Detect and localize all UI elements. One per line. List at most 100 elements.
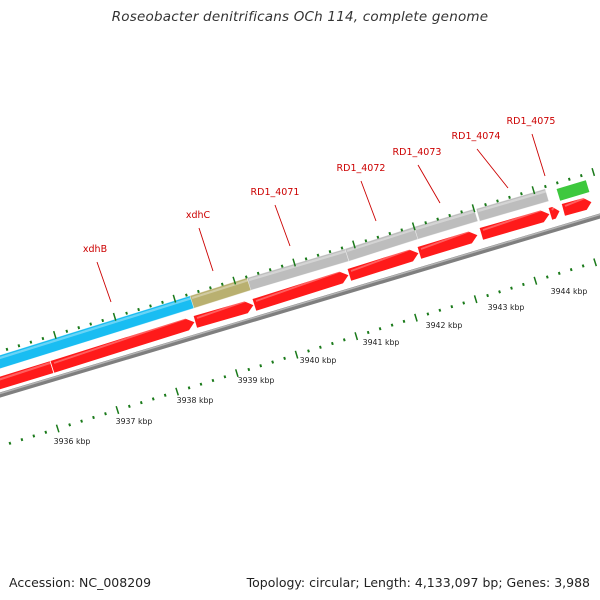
upper-tick-mark <box>280 264 284 268</box>
cds-arrow[interactable] <box>560 197 593 217</box>
cds-arrow-shine <box>564 197 586 207</box>
gene-block-RD1_4075[interactable] <box>555 179 591 202</box>
ruler-tick-mark <box>80 419 83 423</box>
ruler-tick-mark <box>20 438 24 442</box>
scale-label: 3942 kbp <box>426 321 463 330</box>
ruler-tick-mark <box>581 264 585 268</box>
cds-arrow-shine <box>551 206 555 211</box>
cds-arrow[interactable] <box>49 317 196 374</box>
upper-tick-mark <box>52 330 57 339</box>
gene-label-xdhC[interactable]: xdhC <box>186 210 211 221</box>
gene-label-RD1_4071[interactable]: RD1_4071 <box>251 187 300 198</box>
upper-tick-mark <box>112 312 117 321</box>
cds-arrow[interactable] <box>251 270 350 312</box>
ruler-tick-mark <box>259 364 263 368</box>
gene-label-RD1_4074[interactable]: RD1_4074 <box>452 131 501 142</box>
upper-tick-mark <box>149 304 152 308</box>
ruler-tick-mark <box>247 367 251 372</box>
ruler-tick-mark <box>354 332 359 341</box>
ruler-tick-mark <box>127 404 131 409</box>
upper-tick-mark <box>304 257 308 261</box>
ruler-tick-mark <box>68 423 72 427</box>
gene-label-RD1_4073[interactable]: RD1_4073 <box>393 147 442 158</box>
gene-block-RD1_4074[interactable] <box>475 188 550 222</box>
ruler-tick-mark <box>498 290 501 294</box>
ruler-tick-mark <box>366 330 370 335</box>
ruler-tick-mark <box>104 412 107 416</box>
upper-tick-mark <box>17 344 21 348</box>
upper-tick-mark <box>197 289 200 294</box>
upper-tick-mark <box>220 282 224 286</box>
upper-tick-mark <box>555 181 559 185</box>
upper-tick-mark <box>496 199 499 203</box>
upper-tick-mark <box>376 235 380 239</box>
upper-tick-mark <box>209 286 212 290</box>
upper-tick-mark <box>591 167 596 177</box>
upper-tick-mark <box>567 177 571 181</box>
scale-label: 3936 kbp <box>54 437 91 446</box>
genome-summary-text: Topology: circular; Length: 4,133,097 bp… <box>246 575 590 590</box>
ruler-tick-mark <box>390 323 394 327</box>
cds-arrow[interactable] <box>416 230 479 260</box>
scale-label: 3937 kbp <box>116 417 153 426</box>
scale-label: 3943 kbp <box>488 303 525 312</box>
ruler-tick-mark <box>92 415 95 420</box>
upper-tick-mark <box>448 213 452 218</box>
cds-arrow-shine <box>255 270 342 302</box>
upper-tick-mark <box>137 307 140 312</box>
ruler-tick-mark <box>163 393 167 397</box>
gene-label-leader <box>274 204 291 247</box>
genome-title: Roseobacter denitrificans OCh 114, compl… <box>111 9 489 25</box>
upper-tick-mark <box>101 318 105 323</box>
ruler-tick-mark <box>139 401 143 405</box>
ruler-tick-mark <box>32 434 36 438</box>
cds-arrow[interactable] <box>192 300 255 329</box>
gene-block-shine <box>477 189 548 213</box>
scale-label: 3940 kbp <box>300 356 337 365</box>
upper-tick-mark <box>484 202 487 207</box>
upper-tick-mark <box>292 258 297 267</box>
ruler-tick-mark <box>486 293 489 298</box>
gene-label-leader <box>96 261 112 303</box>
gene-label-RD1_4072[interactable]: RD1_4072 <box>337 163 386 174</box>
cds-arrow-shine <box>420 230 471 250</box>
upper-tick-mark <box>400 228 404 232</box>
cds-arrow-shine <box>350 248 412 272</box>
upper-tick-mark <box>424 221 428 225</box>
upper-tick-mark <box>579 174 583 178</box>
ruler-tick-mark <box>557 271 561 276</box>
gene-label-leader <box>417 164 441 204</box>
upper-tick-mark <box>232 276 237 285</box>
ruler-tick-mark <box>211 378 215 383</box>
gene-block-shine <box>415 209 477 231</box>
upper-tick-mark <box>364 239 368 243</box>
gene-label-RD1_4075[interactable]: RD1_4075 <box>507 116 556 127</box>
gene-label-xdhB[interactable]: xdhB <box>83 244 107 255</box>
accession-text: Accession: NC_008209 <box>9 575 152 590</box>
gene-block-shine <box>346 228 417 252</box>
ruler-tick-mark <box>426 312 430 316</box>
ruler-tick-mark <box>271 360 275 364</box>
cds-arrow[interactable] <box>346 248 420 282</box>
ruler-tick-mark <box>55 424 60 433</box>
gene-label-leader <box>360 180 377 222</box>
ruler-tick-mark <box>294 350 299 359</box>
ruler-tick-mark <box>199 382 203 386</box>
upper-tick-mark <box>5 347 9 351</box>
gene-label-leader <box>531 133 546 177</box>
ruler-tick-mark <box>319 345 322 349</box>
cds-arrow[interactable] <box>478 209 551 241</box>
ruler-tick-mark <box>234 369 239 378</box>
cds-arrow-shine <box>482 209 543 231</box>
ruler-tick-mark <box>331 341 334 346</box>
cds-arrow[interactable] <box>547 206 561 221</box>
ruler-tick-mark <box>593 258 598 267</box>
gene-label-leader <box>198 227 214 272</box>
gene-label-leader <box>476 148 509 189</box>
upper-tick-mark <box>316 253 320 257</box>
cds-arrow-shine <box>0 362 51 381</box>
ruler-tick-mark <box>115 405 120 415</box>
upper-tick-mark <box>185 293 188 297</box>
scale-label: 3939 kbp <box>238 376 275 385</box>
